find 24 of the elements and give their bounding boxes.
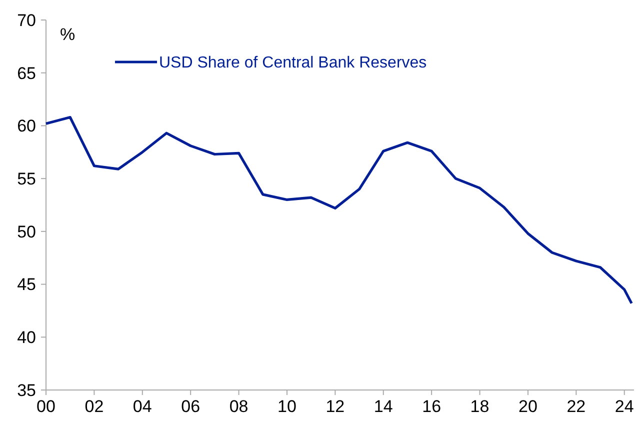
y-tick-label: 55 bbox=[17, 170, 36, 189]
x-tick-label: 14 bbox=[374, 397, 393, 416]
x-tick-label: 06 bbox=[181, 397, 200, 416]
x-tick-label: 02 bbox=[84, 397, 104, 416]
x-tick-label: 08 bbox=[229, 397, 248, 416]
y-tick-label: 60 bbox=[17, 116, 36, 136]
x-tick-label: 00 bbox=[36, 397, 56, 416]
y-tick-label: 45 bbox=[17, 275, 36, 294]
legend-label: USD Share of Central Bank Reserves bbox=[159, 54, 427, 72]
x-tick-label: 22 bbox=[566, 397, 586, 416]
y-tick-label: 65 bbox=[17, 64, 36, 83]
y-tick-label: 50 bbox=[17, 222, 36, 242]
x-tick-label: 16 bbox=[422, 397, 442, 416]
y-tick-label: 35 bbox=[17, 380, 36, 400]
x-tick-label: 20 bbox=[518, 397, 538, 416]
x-tick-label: 12 bbox=[326, 397, 345, 416]
y-tick-label: 70 bbox=[17, 10, 36, 30]
line-series bbox=[44, 116, 633, 305]
x-tick-label: 24 bbox=[614, 397, 634, 416]
y-axis-title: % bbox=[60, 25, 76, 44]
y-tick-label: 40 bbox=[17, 328, 36, 348]
x-tick-label: 04 bbox=[132, 397, 152, 416]
x-tick-label: 10 bbox=[278, 397, 296, 416]
x-tick-label: 18 bbox=[470, 397, 490, 416]
